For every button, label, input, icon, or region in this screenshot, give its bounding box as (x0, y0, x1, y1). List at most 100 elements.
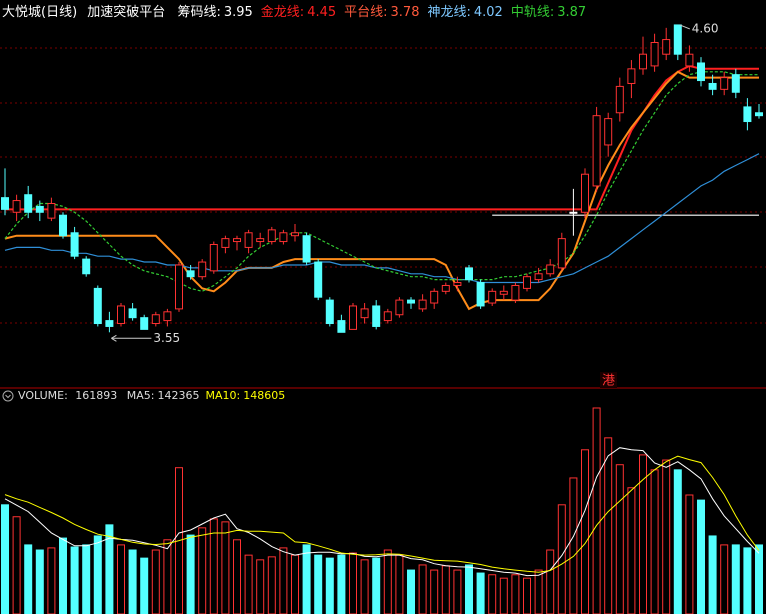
annotation-arrow (679, 24, 690, 30)
candle-body (302, 235, 311, 263)
legend-value: 3.95 (224, 5, 253, 20)
volume-bar (256, 559, 265, 614)
volume-bar (708, 535, 717, 614)
volume-panel (1, 407, 763, 614)
volume-bar (650, 469, 659, 614)
candle-body (198, 261, 207, 278)
candle-body (70, 232, 79, 257)
candle-body (175, 264, 183, 310)
volume-bar (639, 454, 647, 614)
candle-body (337, 320, 346, 333)
volume-bar (360, 559, 369, 614)
candle-body (256, 238, 265, 243)
legend-name: 平台线: (344, 5, 387, 20)
volume-bar (337, 554, 346, 614)
volume-bar (302, 544, 311, 614)
candle-body (604, 118, 613, 146)
legend-value: 4.45 (307, 5, 336, 20)
annotation-arrowhead (111, 334, 117, 342)
volume-bar (267, 556, 276, 614)
candle-body (639, 53, 647, 70)
volume-bar (488, 574, 497, 614)
volume-bar (546, 549, 555, 614)
volume-bar (499, 577, 508, 614)
candle-body (499, 290, 508, 295)
indicator-name: 加速突破平台 (87, 4, 165, 20)
candle-body (140, 317, 149, 330)
candle-body (279, 232, 288, 243)
candle-body (488, 290, 497, 304)
candle-body (465, 267, 473, 281)
volume-bar (465, 564, 473, 614)
candle-body (534, 273, 543, 281)
candle-body (430, 290, 439, 304)
candle-body (569, 211, 578, 214)
candle-body (592, 115, 601, 187)
candle-body (615, 85, 624, 114)
candle-body (233, 238, 241, 243)
marker-box (600, 372, 617, 388)
candle-body (650, 41, 659, 67)
volume-bar (279, 547, 288, 614)
volume-bar (697, 499, 705, 614)
volume-bar (221, 521, 230, 614)
volume-bar (163, 539, 172, 614)
volume-bar (476, 572, 485, 614)
volume-bar (140, 557, 149, 614)
candle-body (720, 77, 729, 90)
candle-body (221, 238, 230, 248)
volume-bar (627, 487, 636, 614)
volume-bar (581, 449, 589, 614)
candle-body (59, 214, 67, 237)
candle-body (82, 258, 91, 275)
volume-bar (615, 464, 624, 614)
volume-bar (1, 504, 9, 614)
candle-body (755, 112, 763, 117)
volume-bar (35, 549, 44, 614)
volume-bar (244, 554, 253, 614)
volume-bar (395, 554, 404, 614)
volume-bar (233, 539, 241, 614)
candle-body (441, 284, 450, 292)
candle-body (47, 203, 56, 219)
legend-value: 4.02 (474, 5, 503, 20)
candle-body (117, 305, 125, 325)
volume-bar (511, 574, 520, 614)
volume-bar (523, 577, 531, 614)
legend-value: 142365 (158, 389, 200, 402)
volume-bar (325, 557, 334, 614)
candle-body (476, 282, 485, 307)
collapse-icon[interactable] (2, 390, 14, 402)
legend-name: 筹码线: (177, 4, 220, 20)
candle-body (267, 229, 276, 243)
candle-body (291, 232, 299, 237)
legend-name: MA10: (206, 389, 241, 402)
volume-bar (128, 549, 137, 614)
candle-body (1, 197, 9, 210)
candle-body (93, 287, 102, 325)
candle-body (697, 62, 705, 82)
candle-body (128, 308, 137, 319)
volume-bar (430, 569, 439, 614)
candle-body (708, 82, 717, 90)
candle-body (407, 299, 415, 304)
candle-body (349, 305, 357, 330)
candle-body (523, 276, 531, 289)
indicator-line (4, 70, 759, 311)
price-panel: 4.60 3.55 港 (1, 21, 763, 389)
volume-bar (604, 437, 613, 614)
volume-bar (12, 516, 21, 614)
candle-body (453, 282, 462, 286)
candle-body (383, 311, 392, 322)
indicator-line (5, 64, 759, 211)
volume-ma-line (4, 455, 760, 573)
candle-body (418, 299, 427, 310)
candle-body (557, 238, 566, 269)
candle-body (395, 299, 404, 316)
candle-body (12, 200, 21, 213)
volume-bar (673, 469, 682, 614)
candle-body (673, 24, 682, 55)
volume-bar (662, 459, 671, 614)
